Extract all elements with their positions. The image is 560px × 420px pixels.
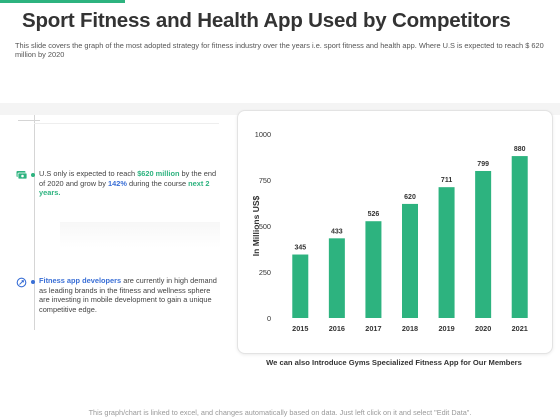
- bullet-dot: [31, 173, 35, 177]
- bullet-dot: [31, 280, 35, 284]
- decorative-fade: [60, 222, 220, 248]
- bar: [511, 156, 528, 318]
- bar: [438, 187, 455, 318]
- chart-container: In Millions US$ 0 250 500 750 1000 345 2015 433 2…: [237, 110, 553, 354]
- bar: [475, 170, 492, 318]
- footer-note: This graph/chart is linked to excel, and…: [88, 408, 472, 417]
- data-label: 711: [441, 177, 452, 184]
- bar: [402, 203, 418, 318]
- x-tick-label: 2017: [365, 324, 381, 333]
- x-tick-label: 2015: [292, 324, 308, 333]
- y-tick-label: 0: [267, 314, 271, 323]
- bar: [292, 254, 309, 318]
- bar: [365, 221, 382, 318]
- data-label: 799: [477, 161, 489, 168]
- developers-text: Fitness app developers are currently in …: [39, 276, 217, 314]
- y-tick-label: 750: [259, 176, 271, 185]
- y-axis-label: In Millions US$: [251, 196, 261, 257]
- y-tick-label: 500: [259, 222, 271, 231]
- data-label: 345: [294, 245, 306, 252]
- bar: [328, 238, 345, 318]
- y-tick-label: 1000: [255, 130, 271, 139]
- growth-text: U.S only is expected to reach $620 milli…: [39, 169, 217, 197]
- data-label: 620: [404, 194, 416, 201]
- bar-chart: In Millions US$ 0 250 500 750 1000 345 2015 433 2…: [251, 130, 528, 333]
- y-tick-label: 250: [259, 268, 271, 277]
- top-accent-bar: [0, 0, 125, 3]
- data-label: 433: [331, 228, 343, 235]
- data-label: 880: [514, 146, 526, 153]
- data-label: 526: [368, 211, 380, 218]
- x-tick-label: 2020: [475, 324, 491, 333]
- x-tick-label: 2018: [402, 324, 418, 333]
- timeline-tick: [18, 120, 40, 121]
- chart-caption: We can also Introduce Gyms Specialized F…: [266, 358, 522, 367]
- page-title: Sport Fitness and Health App Used by Com…: [22, 9, 511, 32]
- divider-line: [34, 123, 219, 124]
- x-tick-label: 2016: [329, 324, 345, 333]
- page-subtitle: This slide covers the graph of the most …: [15, 41, 544, 59]
- x-tick-label: 2021: [512, 324, 528, 333]
- money-icon: [16, 171, 27, 180]
- timeline-line: [34, 115, 35, 330]
- x-tick-label: 2019: [438, 324, 454, 333]
- refresh-icon: [16, 277, 27, 288]
